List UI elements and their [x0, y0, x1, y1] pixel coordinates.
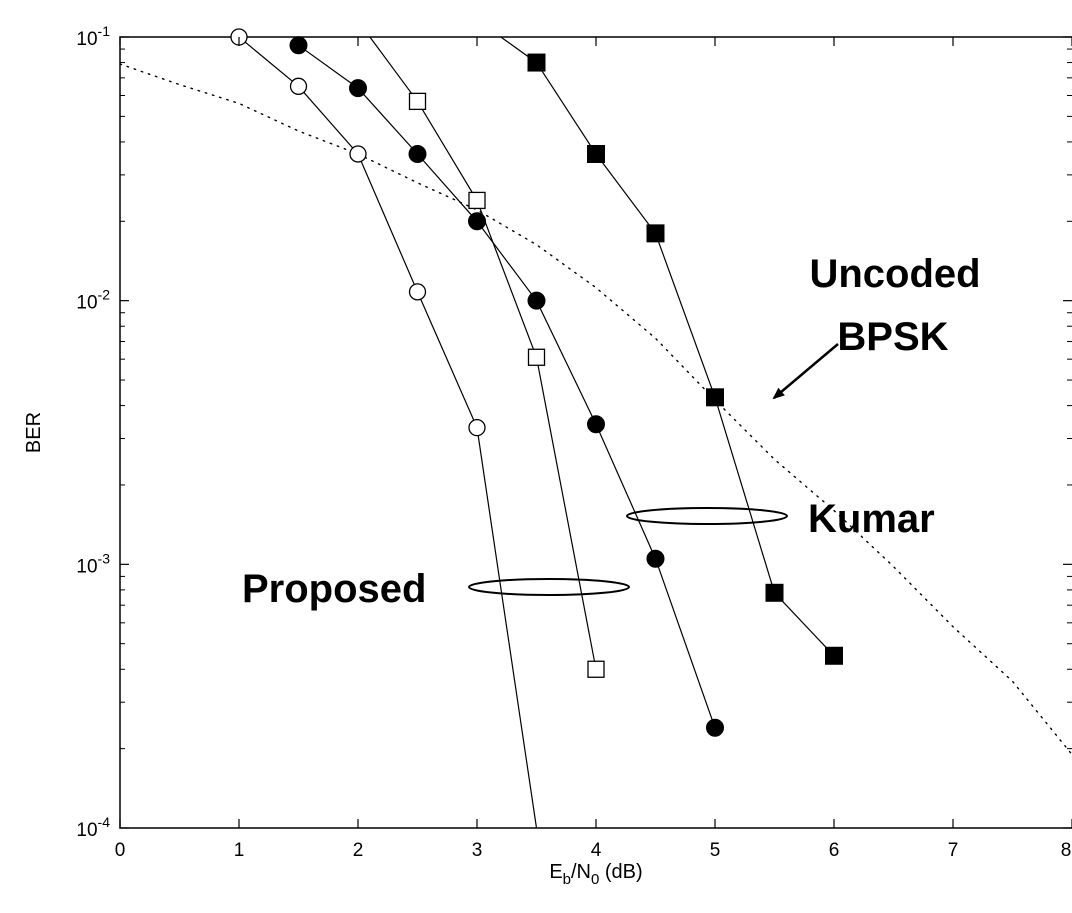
data-point-filled-circle [289, 36, 308, 55]
data-point-filled-circle [706, 718, 724, 737]
data-point-open-circle [468, 418, 486, 437]
series-3-line [500, 36, 835, 657]
x-tick-label: 4 [591, 840, 602, 861]
annotation-proposed: Proposed [242, 567, 426, 611]
data-point-filled-square [706, 388, 724, 407]
y-tick-label: 10-4 [76, 814, 110, 841]
data-point-open-circle [349, 145, 367, 163]
data-point-filled-square [765, 583, 784, 602]
data-point-open-circle [289, 77, 308, 95]
data-point-filled-circle [468, 212, 486, 231]
data-point-filled-circle [527, 291, 546, 310]
y-tick-label: 10-3 [76, 550, 110, 577]
x-tick-label: 8 [1061, 840, 1072, 861]
data-point-open-square [527, 348, 546, 366]
x-tick-label: 0 [115, 840, 126, 861]
data-point-open-square [468, 191, 486, 210]
series-2-line [298, 44, 716, 728]
data-point-open-circle [408, 283, 427, 301]
data-point-filled-circle [587, 415, 605, 434]
proposed-group-ellipse [468, 578, 630, 596]
x-tick-label: 5 [710, 840, 721, 861]
y-axis-label: BER [23, 412, 45, 453]
x-tick-label: 6 [829, 840, 840, 861]
data-point-filled-square [527, 53, 546, 72]
x-tick-label: 1 [234, 840, 245, 861]
annotation-uncoded-line1: Uncoded [809, 252, 980, 296]
series-uncoded-line [120, 63, 1072, 756]
plot-frame [119, 36, 1072, 829]
x-tick-label: 2 [353, 840, 364, 861]
data-point-filled-square [587, 144, 605, 163]
data-point-filled-circle [349, 79, 367, 98]
annotation-kumar: Kumar [808, 497, 935, 541]
data-point-filled-circle [408, 144, 427, 163]
data-point-filled-square [646, 224, 665, 243]
y-tick-label: 10-1 [76, 23, 110, 50]
x-tick-label: 3 [472, 840, 483, 861]
uncoded-arrow [772, 343, 839, 400]
data-point-filled-circle [646, 549, 665, 568]
kumar-group-ellipse [626, 507, 788, 525]
data-point-filled-square [825, 646, 843, 665]
series-0-line [238, 36, 538, 829]
data-point-open-square [408, 92, 427, 111]
y-tick-label: 10-2 [76, 287, 110, 314]
data-point-open-square [587, 660, 605, 678]
annotation-uncoded-line2: BPSK [837, 315, 948, 359]
x-tick-label: 7 [948, 840, 959, 861]
x-axis-label: Eb/N0 (dB) [549, 861, 642, 888]
